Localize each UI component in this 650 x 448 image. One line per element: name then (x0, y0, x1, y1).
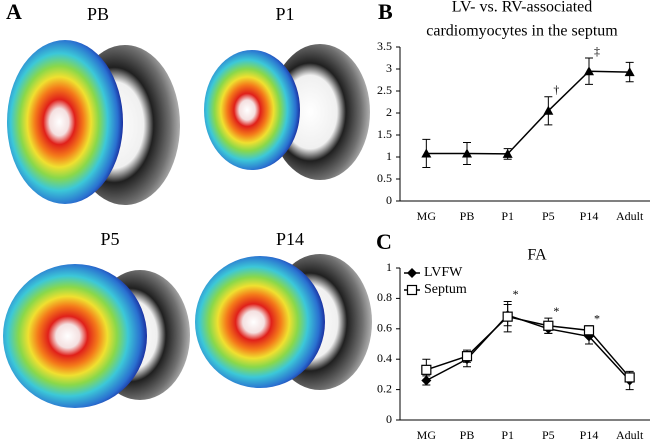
y-tick-label: 2.5 (377, 83, 392, 97)
x-tick-label: MG (417, 209, 437, 223)
x-tick-label: P5 (542, 428, 555, 442)
marker (584, 66, 594, 76)
x-tick-label: P1 (501, 209, 514, 223)
chart-title: cardiomyocytes in the septum (426, 23, 618, 40)
marker (421, 364, 432, 375)
legend-label: LVFW (424, 265, 463, 280)
marker (543, 105, 554, 115)
y-tick-label: 3.5 (377, 39, 392, 53)
y-tick-label: 1 (386, 260, 392, 274)
image-label: PB (87, 4, 109, 24)
y-tick-label: 0.6 (377, 321, 392, 335)
series-line (426, 70, 630, 155)
panel-label: A (6, 0, 22, 24)
y-tick-label: 0.8 (377, 290, 392, 304)
marker (624, 372, 635, 383)
annotation: ‡ (594, 44, 600, 58)
x-tick-label: MG (417, 428, 437, 442)
heart-image (204, 44, 370, 180)
panel-label: B (378, 0, 393, 24)
chart-title: FA (527, 247, 547, 264)
x-tick-label: P5 (542, 209, 555, 223)
heart-image (195, 254, 372, 390)
marker (543, 320, 554, 331)
x-tick-label: P14 (580, 209, 599, 223)
y-tick-label: 0.5 (377, 171, 392, 185)
annotation: † (553, 82, 559, 96)
marker (462, 148, 472, 158)
image-label: P5 (100, 229, 119, 249)
y-tick-label: 2 (386, 105, 392, 119)
marker (461, 351, 473, 362)
x-tick-label: PB (460, 209, 475, 223)
y-tick-label: 0 (386, 193, 392, 207)
marker (624, 67, 635, 77)
y-tick-label: 3 (386, 61, 392, 75)
annotation: * (553, 304, 559, 318)
x-tick-label: PB (460, 428, 475, 442)
x-tick-label: P1 (501, 428, 514, 442)
legend-label: Septum (424, 282, 467, 297)
heart-image (7, 40, 180, 205)
panel-label: C (376, 229, 392, 254)
legend-marker (406, 284, 418, 296)
marker (421, 148, 432, 158)
marker (502, 148, 513, 158)
heart-image (3, 264, 190, 408)
marker (502, 311, 513, 322)
y-tick-label: 0 (386, 412, 392, 426)
annotation: * (513, 287, 519, 301)
y-tick-label: 1.5 (377, 127, 392, 141)
legend-marker (407, 268, 417, 278)
x-tick-label: P14 (580, 428, 599, 442)
image-label: P14 (276, 229, 304, 249)
image-label: P1 (275, 4, 294, 24)
y-tick-label: 0.4 (377, 351, 392, 365)
series-line (426, 315, 631, 378)
x-tick-label: Adult (616, 428, 644, 442)
chart-title: LV- vs. RV-associated (452, 0, 593, 16)
marker (583, 325, 595, 336)
y-tick-label: 0.2 (377, 381, 392, 395)
x-tick-label: Adult (616, 209, 644, 223)
annotation: * (594, 312, 600, 326)
y-tick-label: 1 (386, 149, 392, 163)
